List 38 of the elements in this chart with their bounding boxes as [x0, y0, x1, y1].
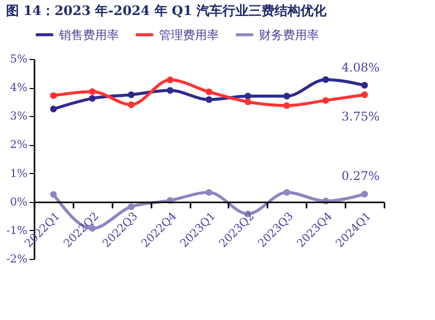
- annotation: 0.27%: [341, 169, 380, 184]
- point: [283, 189, 290, 196]
- point: [361, 190, 368, 198]
- chart-title: 图 14：2023 年-2024 年 Q1 汽车行业三费结构优化: [6, 3, 328, 19]
- y-tick-label: -1%: [6, 224, 28, 237]
- point: [166, 76, 174, 84]
- point: [206, 189, 212, 196]
- point: [50, 92, 57, 99]
- point: [88, 95, 96, 102]
- point: [322, 76, 330, 83]
- point: [128, 101, 135, 108]
- point: [128, 203, 135, 210]
- y-tick-label: 4%: [10, 81, 28, 94]
- point: [128, 91, 135, 98]
- point: [88, 88, 96, 95]
- point: [206, 96, 212, 103]
- point: [244, 92, 252, 100]
- legend-label: 财务费用率: [259, 28, 319, 42]
- y-tick-label: 3%: [10, 110, 28, 123]
- y-tick-label: 0%: [10, 195, 28, 208]
- y-tick-label: -2%: [6, 252, 28, 266]
- point: [361, 91, 368, 98]
- point: [206, 88, 212, 96]
- point: [50, 106, 57, 112]
- y-tick-label: 2%: [10, 138, 28, 152]
- point: [361, 82, 368, 89]
- point: [166, 87, 174, 94]
- legend-label: 管理费用率: [159, 28, 219, 42]
- point: [244, 98, 252, 106]
- point: [322, 97, 330, 104]
- point: [283, 102, 290, 109]
- legend-label: 销售费用率: [58, 28, 119, 42]
- y-tick-label: 1%: [10, 166, 28, 180]
- point: [283, 92, 290, 100]
- annotation: 3.75%: [341, 110, 380, 124]
- point: [50, 191, 57, 198]
- annotation: 4.08%: [341, 60, 380, 74]
- y-tick-label: 5%: [10, 52, 28, 66]
